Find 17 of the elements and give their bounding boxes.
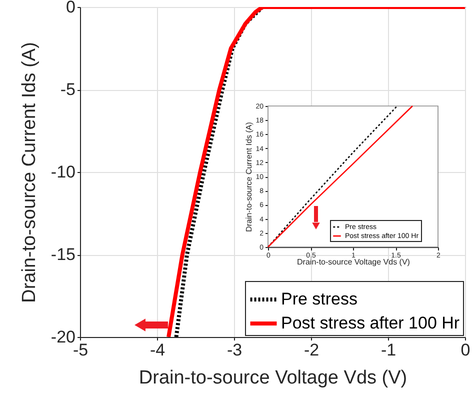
y-tick-label: -20 [50,328,76,346]
x-axis-title: Drain-to-source Voltage Vds (V) [138,368,408,388]
x-tick-label: -4 [150,340,166,360]
x-axis-title: Drain-to-source Voltage Vds (V) [297,258,410,266]
y-tick-label: 0 [66,0,76,16]
legend-label: Post stress after 100 Hr [281,314,460,332]
legend-label: Pre stress [281,290,358,308]
x-tick-label: 0 [460,340,470,360]
y-axis-title: Drain-to-source Current Ids (A) [244,122,254,232]
x-tick-label: -5 [72,340,88,360]
y-tick-label: -15 [50,245,76,264]
y-tick-label: -10 [50,162,76,182]
x-tick-label: -1 [380,340,396,360]
x-tick-label: -2 [304,340,320,360]
x-tick-label: -3 [226,340,242,360]
y-axis-title: Drain-to-source Current Ids (A) [18,42,40,303]
y-tick-label: -5 [60,80,76,99]
